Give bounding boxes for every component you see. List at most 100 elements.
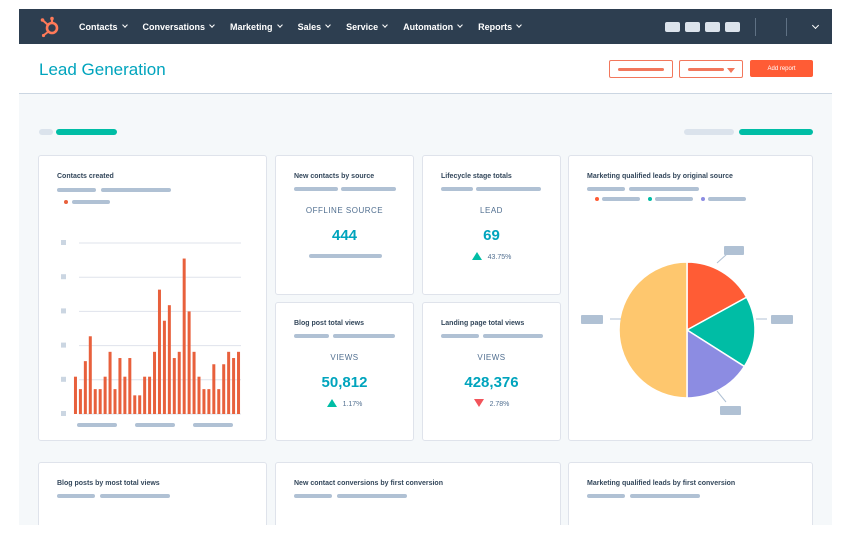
landing-page-total-views-card[interactable]: Landing page total views VIEWS 428,376 2… xyxy=(422,302,561,441)
bar xyxy=(73,376,77,414)
app-frame: Contacts Conversations Marketing Sales S… xyxy=(19,9,832,525)
bar xyxy=(123,376,127,414)
stat-change-value: 1.17% xyxy=(342,401,363,408)
stat-change: 43.75% xyxy=(423,252,560,261)
y-tick-placeholder xyxy=(61,240,66,245)
legend-label-placeholder xyxy=(72,200,110,204)
card-title: Marketing qualified leads by first conve… xyxy=(587,480,736,487)
subtitle-placeholder xyxy=(57,188,96,192)
subtitle-placeholder xyxy=(587,494,625,498)
card-title: New contacts by source xyxy=(294,173,375,180)
bar xyxy=(187,311,191,414)
bar xyxy=(113,389,117,414)
stat-label: VIEWS xyxy=(330,353,359,362)
bar xyxy=(222,364,226,414)
chevron-down-icon xyxy=(325,22,331,28)
blog-posts-by-views-card[interactable]: Blog posts by most total views xyxy=(38,462,267,525)
nav-utility-button[interactable] xyxy=(725,21,740,32)
add-report-button[interactable]: Add report xyxy=(750,60,813,77)
nav-item-label: Marketing xyxy=(230,21,273,32)
y-tick-placeholder xyxy=(61,342,66,348)
bar xyxy=(118,358,122,414)
card-title: Contacts created xyxy=(57,173,114,180)
filter-chip-active[interactable] xyxy=(56,129,117,135)
subtitle-placeholder xyxy=(337,494,407,498)
subtitle-placeholder xyxy=(629,187,699,191)
nav-item-label: Sales xyxy=(297,21,322,32)
bar xyxy=(143,376,147,414)
nav-utility-button[interactable] xyxy=(685,21,700,32)
contacts-created-card[interactable]: Contacts created xyxy=(38,155,267,441)
subtitle-placeholder xyxy=(100,494,170,498)
nav-item-automation[interactable]: Automation xyxy=(403,22,463,32)
bar xyxy=(108,351,112,414)
bar xyxy=(227,351,231,414)
stat-value: 50,812 xyxy=(321,374,368,391)
card-title: Lifecycle stage totals xyxy=(441,173,512,180)
header-action-button[interactable] xyxy=(609,60,673,78)
mql-pie-chart xyxy=(581,246,793,415)
nav-item-conversations[interactable]: Conversations xyxy=(143,22,215,32)
date-range-chip[interactable] xyxy=(684,129,734,135)
legend-label-placeholder xyxy=(655,197,693,201)
bar xyxy=(128,358,132,414)
subtitle-placeholder xyxy=(630,494,700,498)
stat-caption-placeholder xyxy=(309,254,382,258)
legend-label-placeholder xyxy=(602,197,640,201)
nav-utility-button[interactable] xyxy=(705,21,720,32)
card-title: Blog post total views xyxy=(294,320,365,327)
bar xyxy=(162,320,166,414)
bar xyxy=(182,258,186,414)
chevron-down-icon xyxy=(457,22,463,28)
subtitle-placeholder xyxy=(587,187,625,191)
hubspot-sprocket-icon[interactable] xyxy=(39,16,61,38)
stat-value: 444 xyxy=(331,227,358,244)
date-range-chip-active[interactable] xyxy=(739,129,813,135)
subtitle-placeholder xyxy=(101,188,171,192)
bar xyxy=(167,305,171,414)
lifecycle-stage-totals-card[interactable]: Lifecycle stage totals LEAD 69 43.75% xyxy=(422,155,561,295)
legend-dot xyxy=(64,200,68,204)
legend-dot xyxy=(595,197,599,201)
filter-chip[interactable] xyxy=(39,129,53,135)
bar xyxy=(153,351,157,414)
header-dropdown-button[interactable] xyxy=(679,60,743,78)
pie-slice xyxy=(618,261,688,399)
new-contact-conversions-card[interactable]: New contact conversions by first convers… xyxy=(275,462,561,525)
nav-utilities xyxy=(665,9,832,44)
subtitle-placeholder xyxy=(294,187,338,191)
nav-item-marketing[interactable]: Marketing xyxy=(230,21,283,32)
pie-slice xyxy=(686,261,748,332)
subtitle-placeholder xyxy=(483,334,543,338)
bar xyxy=(148,376,152,414)
nav-item-label: Conversations xyxy=(142,21,206,32)
bar xyxy=(98,389,102,414)
blog-post-total-views-card[interactable]: Blog post total views VIEWS 50,812 1.17% xyxy=(275,302,414,441)
subtitle-placeholder xyxy=(294,494,332,498)
nav-item-contacts[interactable]: Contacts xyxy=(79,22,128,32)
new-contacts-by-source-card[interactable]: New contacts by source OFFLINE SOURCE 44… xyxy=(275,155,414,295)
stat-change-value: 2.78% xyxy=(489,401,510,408)
stat-change: 2.78% xyxy=(423,399,560,408)
nav-item-sales[interactable]: Sales xyxy=(298,22,331,32)
contacts-bar-chart xyxy=(61,240,241,427)
nav-item-service[interactable]: Service xyxy=(346,22,388,32)
chevron-down-icon xyxy=(276,22,283,28)
bar xyxy=(88,336,92,414)
mql-by-original-source-card[interactable]: Marketing qualified leads by original so… xyxy=(568,155,813,441)
account-menu-chevron-icon[interactable] xyxy=(811,21,820,29)
nav-utility-button[interactable] xyxy=(665,21,680,32)
bar xyxy=(237,351,241,414)
x-tick-placeholder xyxy=(193,423,233,427)
y-tick-placeholder xyxy=(61,376,66,382)
caret-down-icon xyxy=(727,68,735,73)
chevron-down-icon xyxy=(516,22,522,28)
y-tick-placeholder xyxy=(61,411,66,416)
nav-item-reports[interactable]: Reports xyxy=(478,22,522,32)
button-label-placeholder xyxy=(618,68,664,71)
triangle-up-icon xyxy=(471,252,482,260)
nav-menu: Contacts Conversations Marketing Sales S… xyxy=(79,9,537,44)
chevron-down-icon xyxy=(121,22,128,28)
mql-by-first-conversion-card[interactable]: Marketing qualified leads by first conve… xyxy=(568,462,813,525)
page-header: Lead Generation Add report xyxy=(19,44,832,94)
